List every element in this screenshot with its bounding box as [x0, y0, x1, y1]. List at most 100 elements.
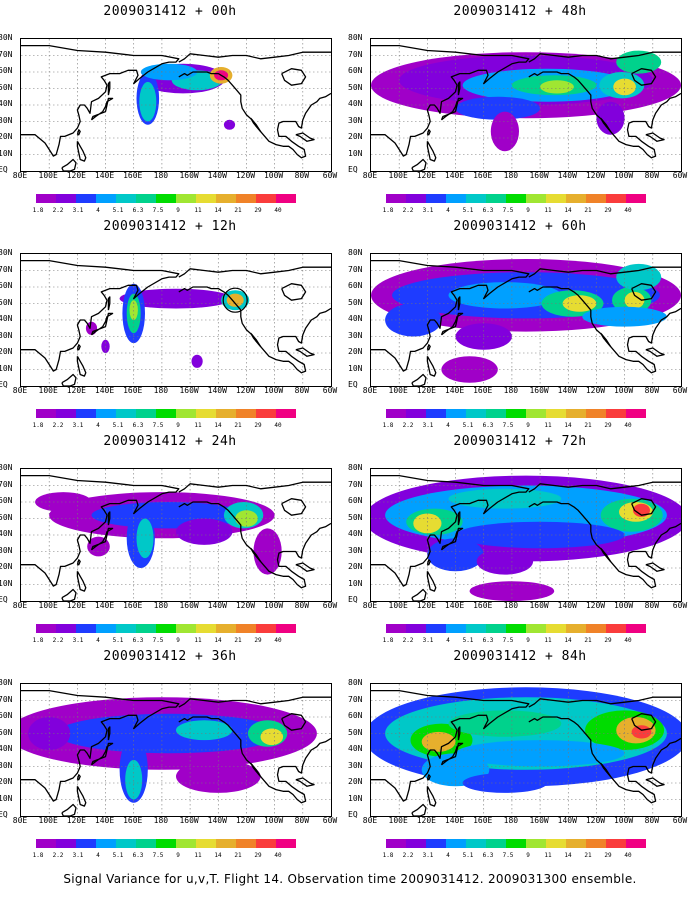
- coastline: [440, 527, 464, 551]
- colorbar-label: 40: [274, 207, 282, 214]
- colorbar-label: 29: [604, 207, 612, 214]
- variance-contour-level-0: [490, 111, 519, 152]
- colorbar-label: 14: [564, 422, 572, 429]
- map-svg: [371, 39, 681, 171]
- lon-label: 60W: [672, 816, 688, 825]
- colorbar-label: 14: [214, 637, 222, 644]
- lat-label: 40N: [0, 529, 13, 538]
- colorbar-label: 40: [274, 422, 282, 429]
- variance-contour-level-1: [596, 101, 625, 135]
- lon-label: 120E: [66, 171, 86, 180]
- colorbar-label: 5.1: [112, 637, 124, 644]
- colorbar-label: 29: [254, 637, 262, 644]
- colorbar-swatch: [76, 194, 96, 203]
- coastline: [90, 97, 114, 121]
- lat-label: 80N: [0, 463, 13, 472]
- coastline: [426, 129, 431, 136]
- colorbar-swatch: [276, 409, 296, 418]
- variance-contour-level-1: [119, 288, 233, 309]
- colorbar-label: 9: [526, 637, 530, 644]
- lat-label: 10N: [0, 578, 13, 588]
- lon-label: 180: [153, 816, 169, 825]
- lat-label: 70N: [0, 694, 13, 704]
- lon-label: 160W: [529, 386, 549, 395]
- colorbar-swatch: [176, 624, 196, 633]
- colorbar-label: 7.5: [152, 852, 164, 859]
- lat-label: 50N: [0, 82, 13, 92]
- colorbar-label: 9: [176, 852, 180, 859]
- colorbar-label: 7.5: [152, 422, 164, 429]
- colorbar-label: 21: [584, 207, 592, 214]
- contour-map: [20, 38, 332, 172]
- lat-label: 10N: [348, 793, 363, 803]
- contour-map: [370, 253, 682, 387]
- coastline: [426, 140, 437, 162]
- colorbar-swatch: [116, 624, 136, 633]
- colorbar-swatch: [256, 839, 276, 848]
- lon-label: 100E: [38, 171, 58, 180]
- colorbar: [386, 409, 646, 418]
- panel-title: 2009031412 + 72h: [453, 434, 587, 449]
- colorbar-swatch: [546, 624, 566, 633]
- colorbar-swatch: [426, 409, 446, 418]
- coastline: [61, 373, 77, 386]
- lon-label: 80E: [362, 386, 378, 395]
- variance-contour-level-1: [176, 518, 233, 545]
- colorbar-swatch: [96, 624, 116, 633]
- lon-label: 100W: [613, 601, 634, 610]
- colorbar-label: 40: [274, 637, 282, 644]
- coastline: [457, 296, 461, 311]
- coastline: [178, 266, 331, 278]
- colorbar-swatch: [486, 624, 506, 633]
- coastline: [76, 559, 81, 566]
- contour-map: [370, 683, 682, 817]
- colorbar-label: 1.8: [32, 852, 44, 859]
- coastline: [457, 511, 461, 526]
- map-svg: [21, 684, 331, 816]
- lon-label: 160E: [473, 386, 493, 395]
- variance-contour-level-8: [260, 728, 284, 746]
- coastline: [107, 296, 111, 311]
- lon-label: 100W: [263, 386, 284, 395]
- lat-label: EQ: [0, 165, 8, 174]
- lon-label: 60W: [322, 601, 338, 610]
- colorbar-swatch: [526, 839, 546, 848]
- colorbar: [36, 194, 296, 203]
- coastline: [371, 689, 530, 802]
- coastline: [61, 158, 77, 171]
- map-panel-60h: 2009031412 + 60h 80N 70N 60N 50N 40N 30N 20N 10N…: [348, 215, 700, 440]
- coastline: [178, 716, 331, 804]
- colorbar-label: 3.1: [72, 207, 84, 214]
- coastline: [76, 774, 81, 781]
- lon-label: 180: [503, 816, 519, 825]
- lon-label: 140W: [207, 171, 227, 180]
- coastline: [90, 742, 114, 766]
- lon-label: 140W: [207, 816, 227, 825]
- map-svg: [371, 254, 681, 386]
- variance-contour-level-11: [631, 725, 652, 739]
- colorbar-label: 6.3: [132, 637, 144, 644]
- coastline: [107, 726, 111, 741]
- lat-label: EQ: [0, 380, 8, 389]
- colorbar-swatch: [406, 624, 426, 633]
- lon-label: 140E: [94, 816, 115, 825]
- colorbar-label: 3.1: [72, 852, 84, 859]
- lon-label: 160W: [529, 816, 549, 825]
- colorbar-swatch: [276, 839, 296, 848]
- panel-title: 2009031412 + 24h: [103, 434, 237, 449]
- colorbar-label: 1.8: [382, 637, 394, 644]
- colorbar-label: 1.8: [32, 207, 44, 214]
- colorbar-label: 21: [584, 422, 592, 429]
- lat-label: 10N: [0, 793, 13, 803]
- colorbar-label: 5.1: [112, 207, 124, 214]
- colorbar-swatch: [386, 194, 406, 203]
- lon-label: 120W: [235, 386, 256, 395]
- variance-contour-level-4: [125, 759, 143, 800]
- lat-label: 70N: [348, 49, 363, 59]
- colorbar-swatch: [196, 409, 216, 418]
- coastline: [250, 332, 262, 348]
- coastline: [281, 68, 307, 86]
- colorbar-swatch: [386, 839, 406, 848]
- lon-label: 160W: [179, 816, 199, 825]
- coastline: [76, 785, 87, 807]
